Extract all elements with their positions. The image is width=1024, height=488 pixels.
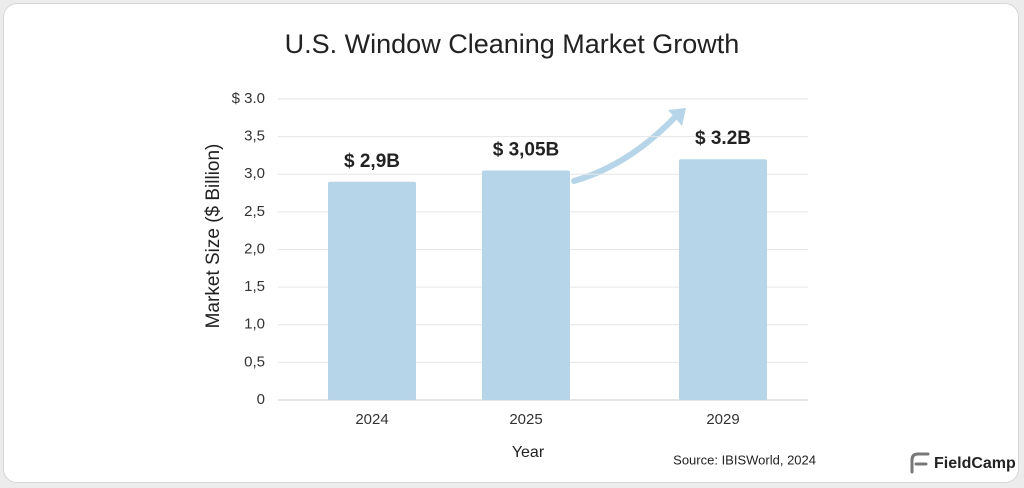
x-axis-label: Year: [512, 444, 545, 461]
y-tick-label: 2,0: [244, 240, 265, 257]
y-tick-label: 2,5: [244, 203, 265, 220]
logo-icon: [910, 452, 930, 474]
value-label: $ 3,05B: [493, 140, 560, 161]
y-tick-label: 1,0: [244, 316, 265, 333]
x-tick-label: 2024: [355, 411, 388, 428]
growth-arrowhead: [668, 108, 686, 126]
y-axis-label: Market Size ($ Billion): [203, 144, 224, 329]
bar: [679, 159, 767, 400]
x-tick-label: 2025: [509, 411, 542, 428]
source-note: Source: IBISWorld, 2024: [673, 452, 816, 467]
bar: [482, 170, 570, 400]
y-tick-label: 0,5: [244, 353, 265, 370]
y-tick-label: 1,5: [244, 278, 265, 295]
brand-logo: FieldCamp: [910, 452, 1016, 474]
growth-arrow: [571, 111, 681, 184]
y-tick-label: $ 3.0: [232, 90, 265, 107]
bar: [328, 181, 416, 400]
x-tick-label: 2029: [706, 411, 739, 428]
chart-title: U.S. Window Cleaning Market Growth: [285, 29, 740, 59]
y-tick-label: 3,5: [244, 128, 265, 145]
value-label: $ 3.2B: [695, 128, 751, 149]
y-tick-label: 0: [257, 391, 265, 408]
value-label: $ 2,9B: [344, 151, 400, 172]
brand-name: FieldCamp: [934, 455, 1016, 472]
y-tick-label: 3,0: [244, 165, 265, 182]
